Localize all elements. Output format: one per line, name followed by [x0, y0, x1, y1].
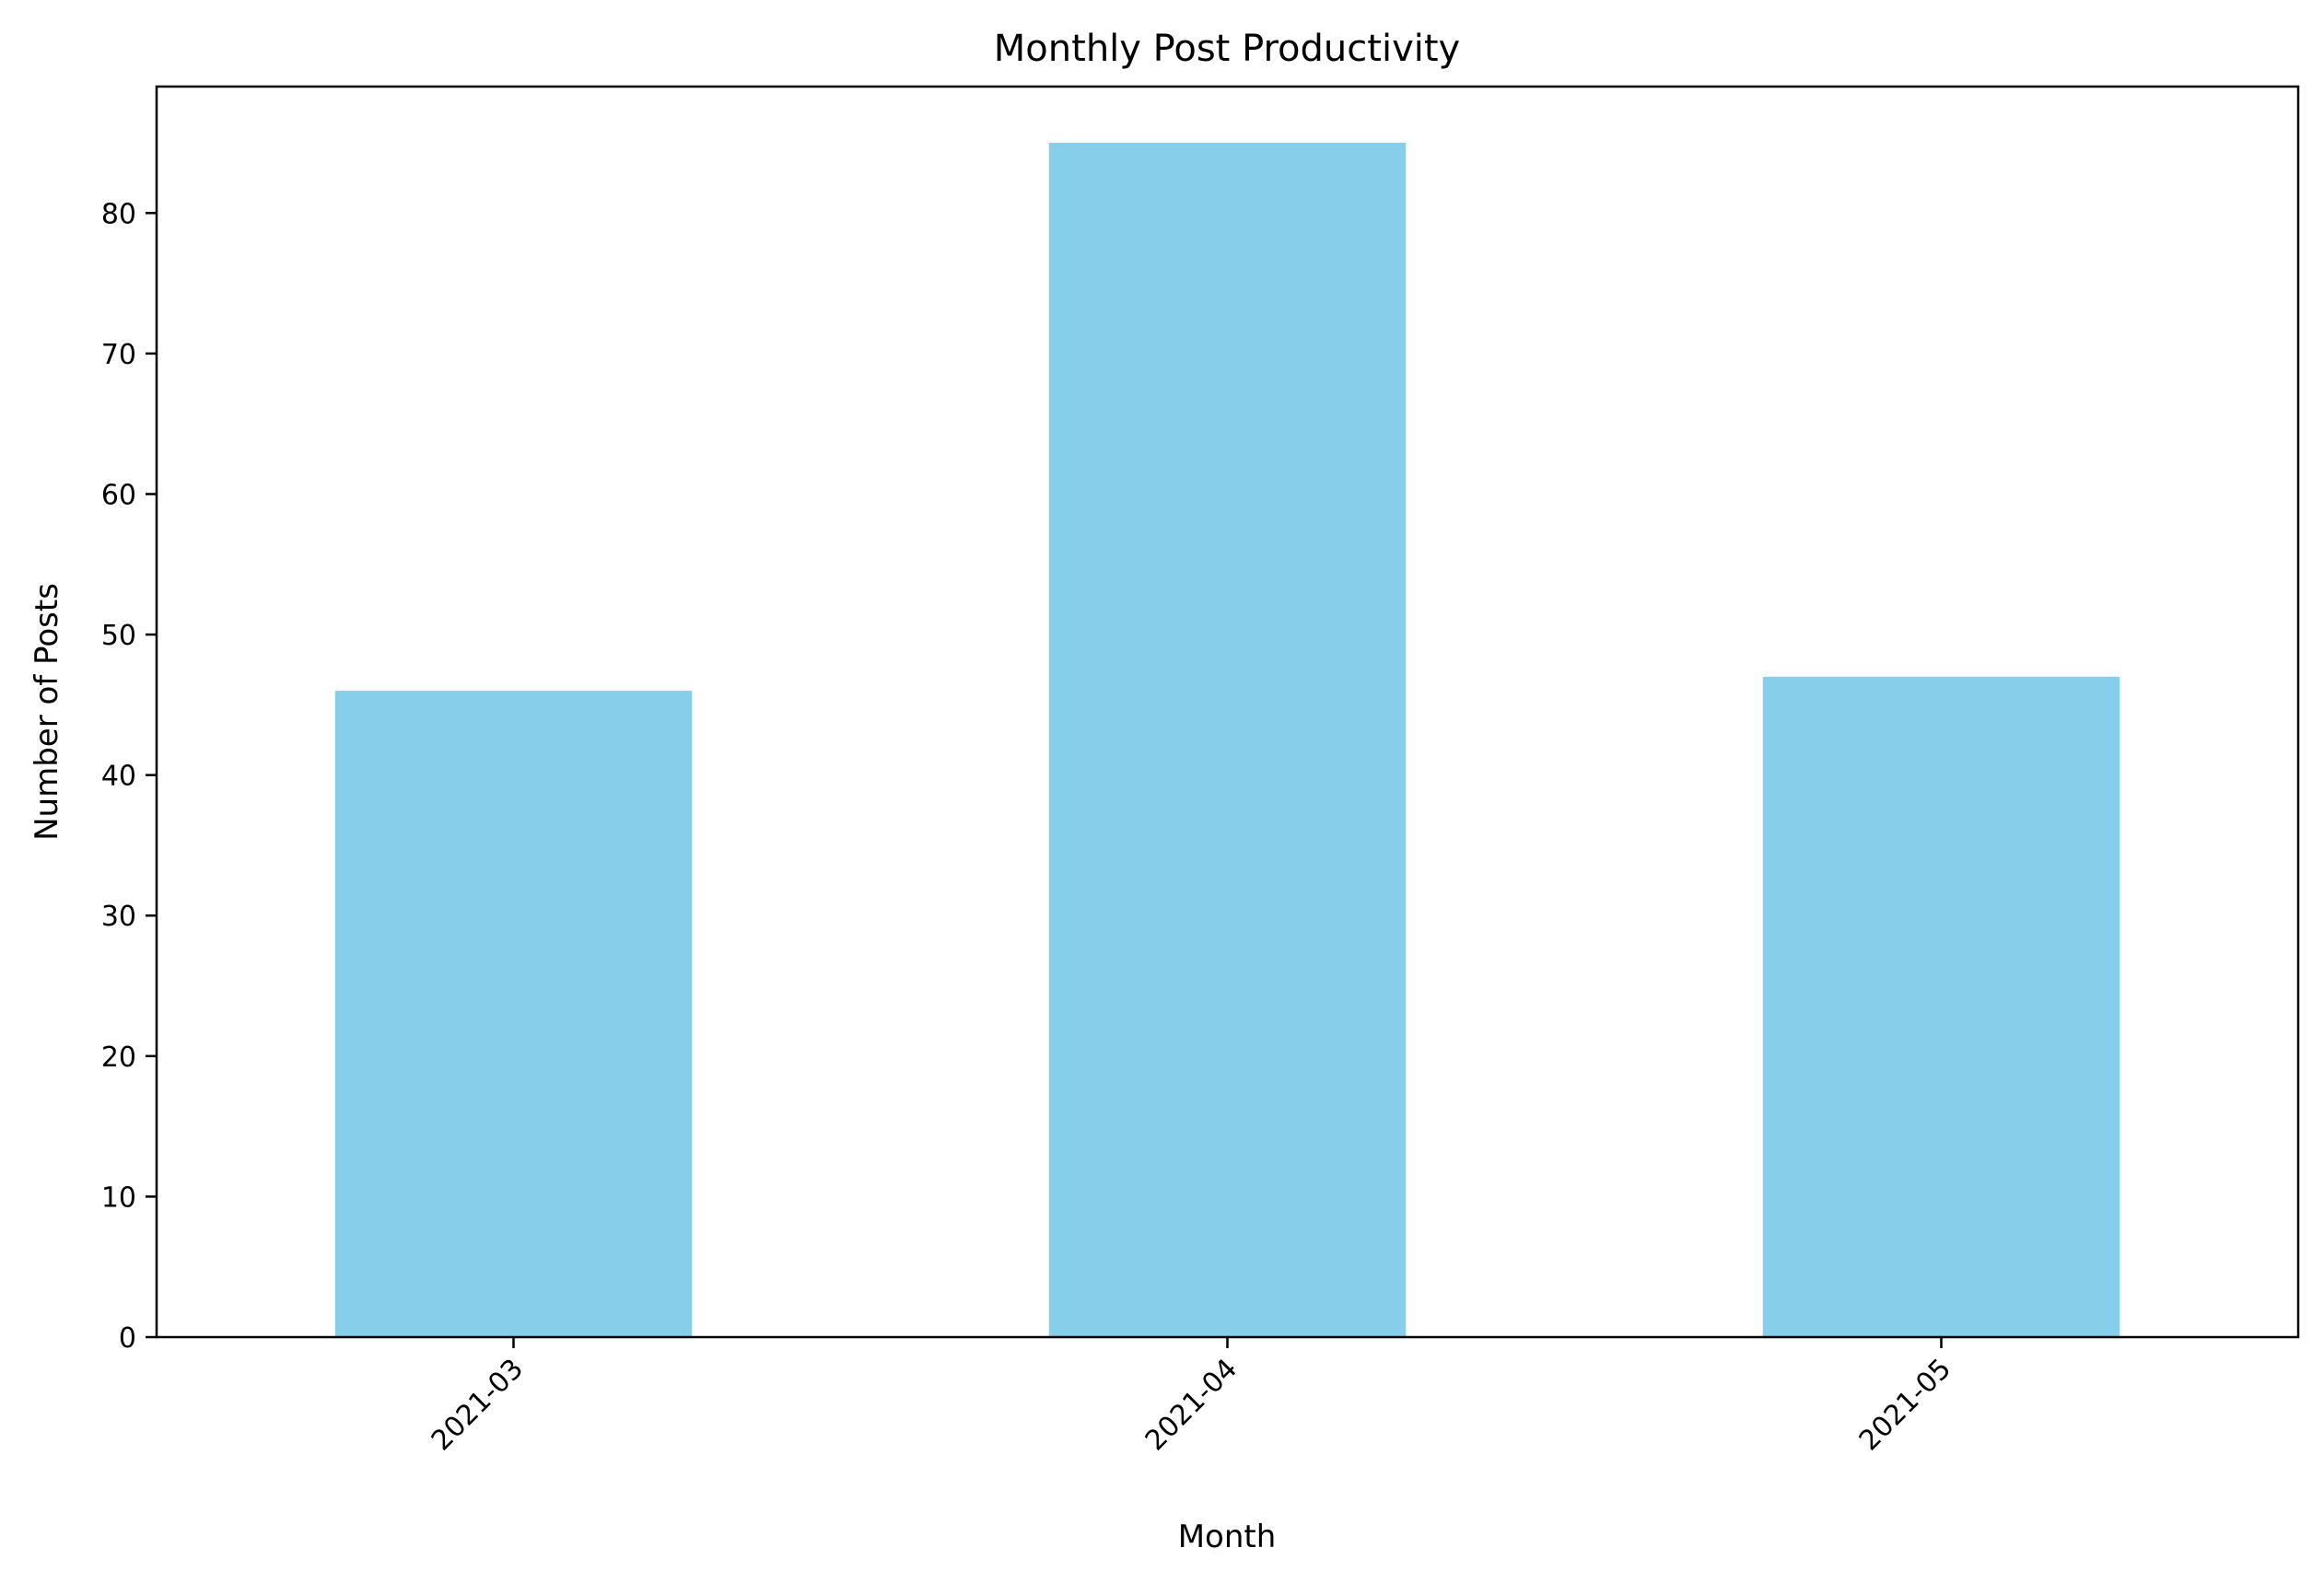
y-tick-label: 20 [101, 1042, 136, 1074]
y-axis-label: Number of Posts [29, 583, 65, 841]
bars-group [334, 143, 2120, 1338]
bar-2021-04 [1048, 143, 1407, 1338]
y-tick-label: 40 [101, 761, 136, 793]
y-tick-label: 0 [119, 1322, 136, 1355]
bar-2021-05 [1762, 676, 2120, 1337]
y-tick-label: 50 [101, 620, 136, 652]
y-axis: 0 10 20 30 40 50 60 70 80 [101, 198, 157, 1355]
x-axis-label: Month [1178, 1519, 1277, 1555]
y-tick-label: 80 [101, 198, 136, 230]
y-tick-label: 70 [101, 339, 136, 371]
bar-2021-03 [334, 691, 693, 1337]
y-tick-label: 60 [101, 479, 136, 511]
chart-title: Monthly Post Productivity [994, 28, 1460, 70]
y-tick-label: 10 [101, 1181, 136, 1214]
y-tick-label: 30 [101, 901, 136, 933]
